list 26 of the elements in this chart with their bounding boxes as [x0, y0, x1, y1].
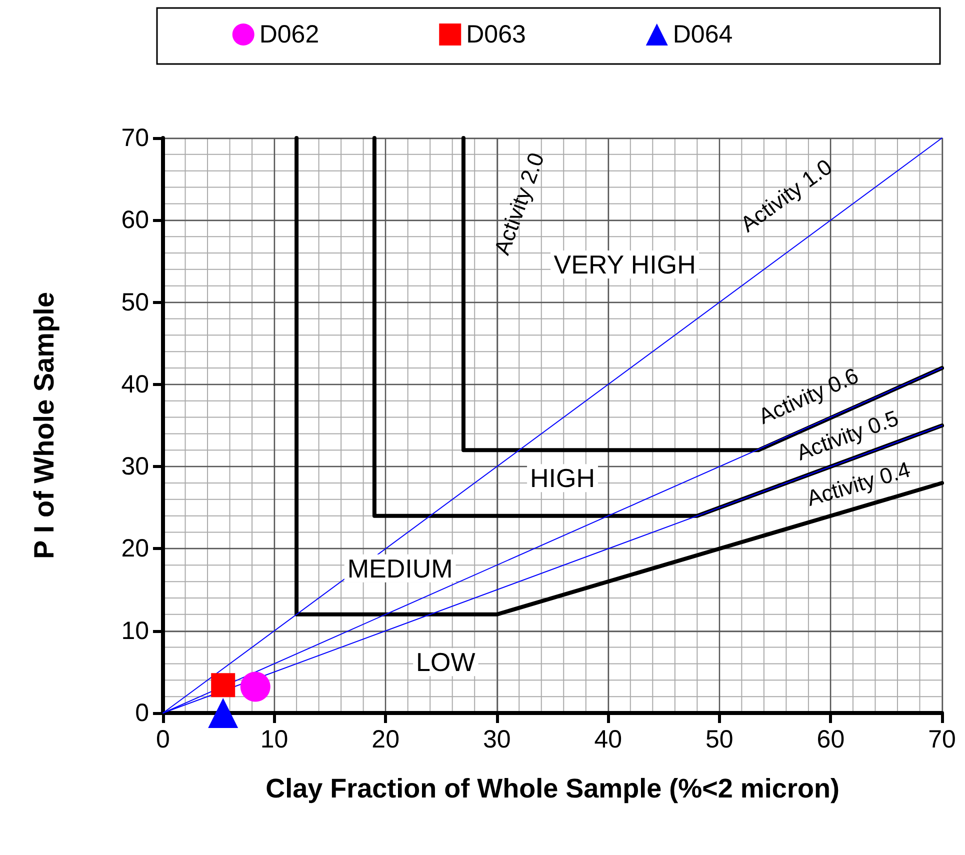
x-axis-title: Clay Fraction of Whole Sample (%<2 micron) [266, 774, 840, 804]
y-tick-label: 20 [121, 534, 149, 563]
x-tick-label: 0 [156, 726, 170, 754]
y-tick-label: 50 [121, 288, 149, 316]
y-tick-label: 10 [121, 616, 149, 645]
y-tick-label: 0 [135, 699, 149, 727]
x-tick-label: 40 [594, 726, 622, 754]
annotation: Activity 0.4 [804, 456, 914, 511]
y-tick-label: 60 [121, 206, 149, 234]
x-tick-label: 20 [372, 726, 400, 754]
y-tick-label: 70 [121, 124, 149, 152]
y-tick-label: 30 [121, 452, 149, 481]
legend-label: D062 [259, 20, 320, 48]
y-tick-label: 40 [121, 370, 149, 398]
legend-label: D063 [466, 20, 526, 48]
x-tick-label: 30 [482, 726, 511, 754]
annotation: HIGH [530, 463, 596, 494]
y-axis-title: P I of Whole Sample [28, 292, 60, 560]
x-tick-label: 60 [816, 726, 845, 754]
x-tick-label: 10 [260, 726, 288, 754]
x-tick-label: 50 [706, 726, 734, 754]
annotation: VERY HIGH [554, 250, 696, 280]
legend-label: D064 [672, 20, 733, 48]
x-tick-label: 70 [928, 726, 956, 754]
annotation: MEDIUM [347, 553, 453, 584]
annotation: LOW [416, 647, 476, 678]
